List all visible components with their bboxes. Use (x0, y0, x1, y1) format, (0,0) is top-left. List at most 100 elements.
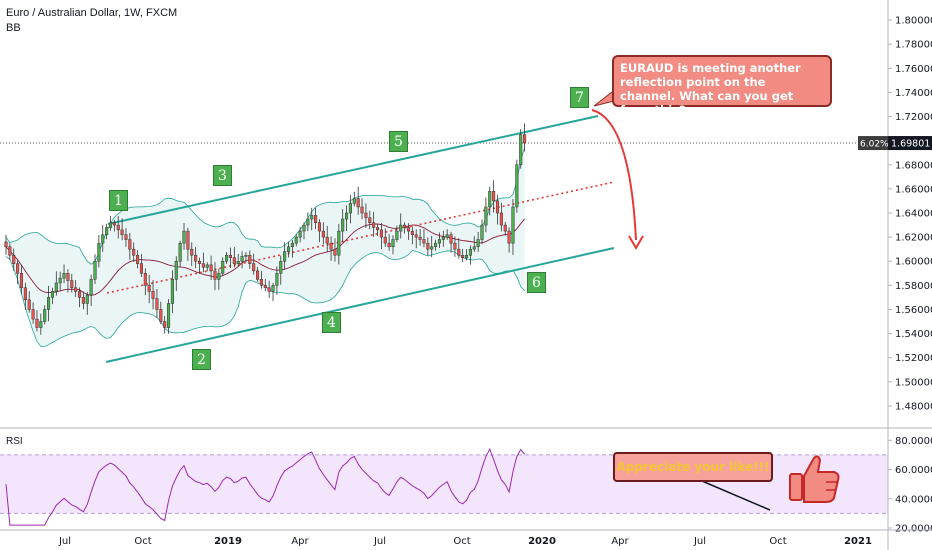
candle-body (298, 230, 302, 238)
projection-arrows (591, 91, 771, 511)
analysis-callout: EURAUD is meeting another reflection poi… (612, 55, 832, 117)
time-tick-label: Jul (58, 536, 71, 547)
candle-body (159, 309, 163, 322)
channel-upper (107, 115, 599, 225)
candle-body (445, 234, 449, 238)
candle-body (209, 264, 213, 272)
time-tick-label: Apr (291, 536, 309, 547)
candle-body (201, 263, 205, 268)
candle-body (414, 234, 418, 238)
candle-body (112, 222, 116, 226)
time-tick-label: Apr (611, 536, 629, 547)
candle-body (101, 234, 105, 244)
candle-body (391, 239, 395, 248)
candle-body (317, 222, 322, 232)
thumbs-up-icon (789, 455, 840, 503)
price-tick-label: 1.72000 (895, 112, 932, 123)
candle-body (190, 248, 194, 256)
candle-body (345, 212, 349, 220)
candle-body (356, 198, 360, 208)
pct-badge-text: 6.02% (860, 140, 889, 150)
price-tick-label: 1.50000 (895, 377, 932, 388)
price-badge-text: 1.69801 (891, 139, 930, 150)
candle-body (256, 270, 260, 280)
candle-body (81, 297, 85, 304)
candle-body (352, 198, 356, 204)
time-tick-label: 2021 (844, 536, 872, 547)
candle-body (23, 287, 27, 301)
candle-body (244, 254, 248, 257)
candle-body (139, 263, 143, 274)
candle-body (283, 251, 287, 262)
candle-body (387, 242, 391, 248)
candle-body (310, 215, 314, 220)
candle-body (221, 260, 225, 274)
time-tick-label: Jul (373, 536, 386, 547)
price-channel (105, 115, 615, 363)
candle-body (341, 218, 345, 232)
wave-label-5: 5 (389, 131, 408, 152)
symbol-title: Euro / Australian Dollar, 1W, FXCM (6, 7, 178, 19)
candle-body (457, 248, 461, 256)
price-tick-label: 1.60000 (895, 257, 932, 268)
candle-body (143, 273, 147, 286)
candle-body (62, 273, 66, 279)
candle-body (325, 236, 329, 244)
candle-body (225, 254, 229, 262)
candle-body (364, 212, 368, 219)
candle-body (132, 248, 136, 256)
rsi-tick-label: 40.0000 (895, 494, 932, 505)
time-tick-label: 2020 (528, 536, 556, 547)
candle-body (476, 239, 480, 248)
candle-body (484, 206, 488, 226)
candle-body (495, 200, 500, 214)
price-badge (888, 136, 932, 151)
candle-body (267, 287, 271, 292)
candle-body (58, 277, 62, 284)
candle-body (379, 229, 383, 238)
price-tick-label: 1.68000 (895, 160, 932, 171)
candle-body (499, 212, 503, 226)
candle-body (155, 298, 159, 310)
candle-body (39, 321, 43, 328)
candle-body (279, 260, 283, 274)
price-tick-label: 1.78000 (895, 40, 932, 51)
candle-body (511, 206, 515, 244)
candle-body (170, 279, 174, 304)
candle-body (89, 279, 93, 296)
candle-body (259, 279, 263, 286)
candle-body (182, 230, 186, 244)
candle-body (519, 134, 523, 166)
candle-body (116, 224, 120, 231)
rsi-label: RSI (6, 436, 23, 447)
candle-body (426, 242, 430, 250)
candle-body (441, 236, 445, 240)
rsi-tick-label: 80.0000 (895, 436, 932, 447)
candle-body (50, 291, 54, 298)
candle-body (27, 299, 31, 310)
candle-body (472, 246, 476, 250)
candle-body (136, 254, 140, 264)
candle-body (77, 291, 82, 298)
candle-body (263, 285, 267, 289)
candle-body (290, 242, 294, 248)
candle-body (163, 321, 167, 328)
candle-body (368, 217, 372, 223)
candle-body (252, 263, 256, 272)
price-tick-label: 1.56000 (895, 305, 932, 316)
price-tick-label: 1.76000 (895, 64, 932, 75)
wave-label-3: 3 (213, 165, 232, 186)
candle-body (70, 280, 74, 289)
candle-body (507, 230, 511, 244)
time-axis: Jul Oct 2019 Apr Jul Oct 2020 Apr Jul Oct 2021 (58, 536, 872, 547)
price-tick-label: 1.80000 (895, 16, 932, 27)
rsi-line (5, 447, 525, 526)
candle-body (178, 242, 182, 262)
candle-body (54, 282, 58, 292)
candle-body (337, 230, 341, 256)
channel-midline (106, 181, 615, 294)
indicator-label: BB (6, 22, 21, 34)
candle-body (197, 260, 202, 264)
